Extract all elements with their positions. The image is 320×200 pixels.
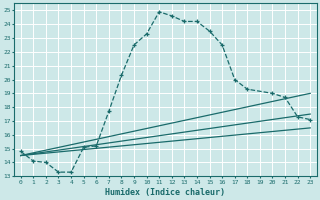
X-axis label: Humidex (Indice chaleur): Humidex (Indice chaleur) bbox=[106, 188, 226, 197]
